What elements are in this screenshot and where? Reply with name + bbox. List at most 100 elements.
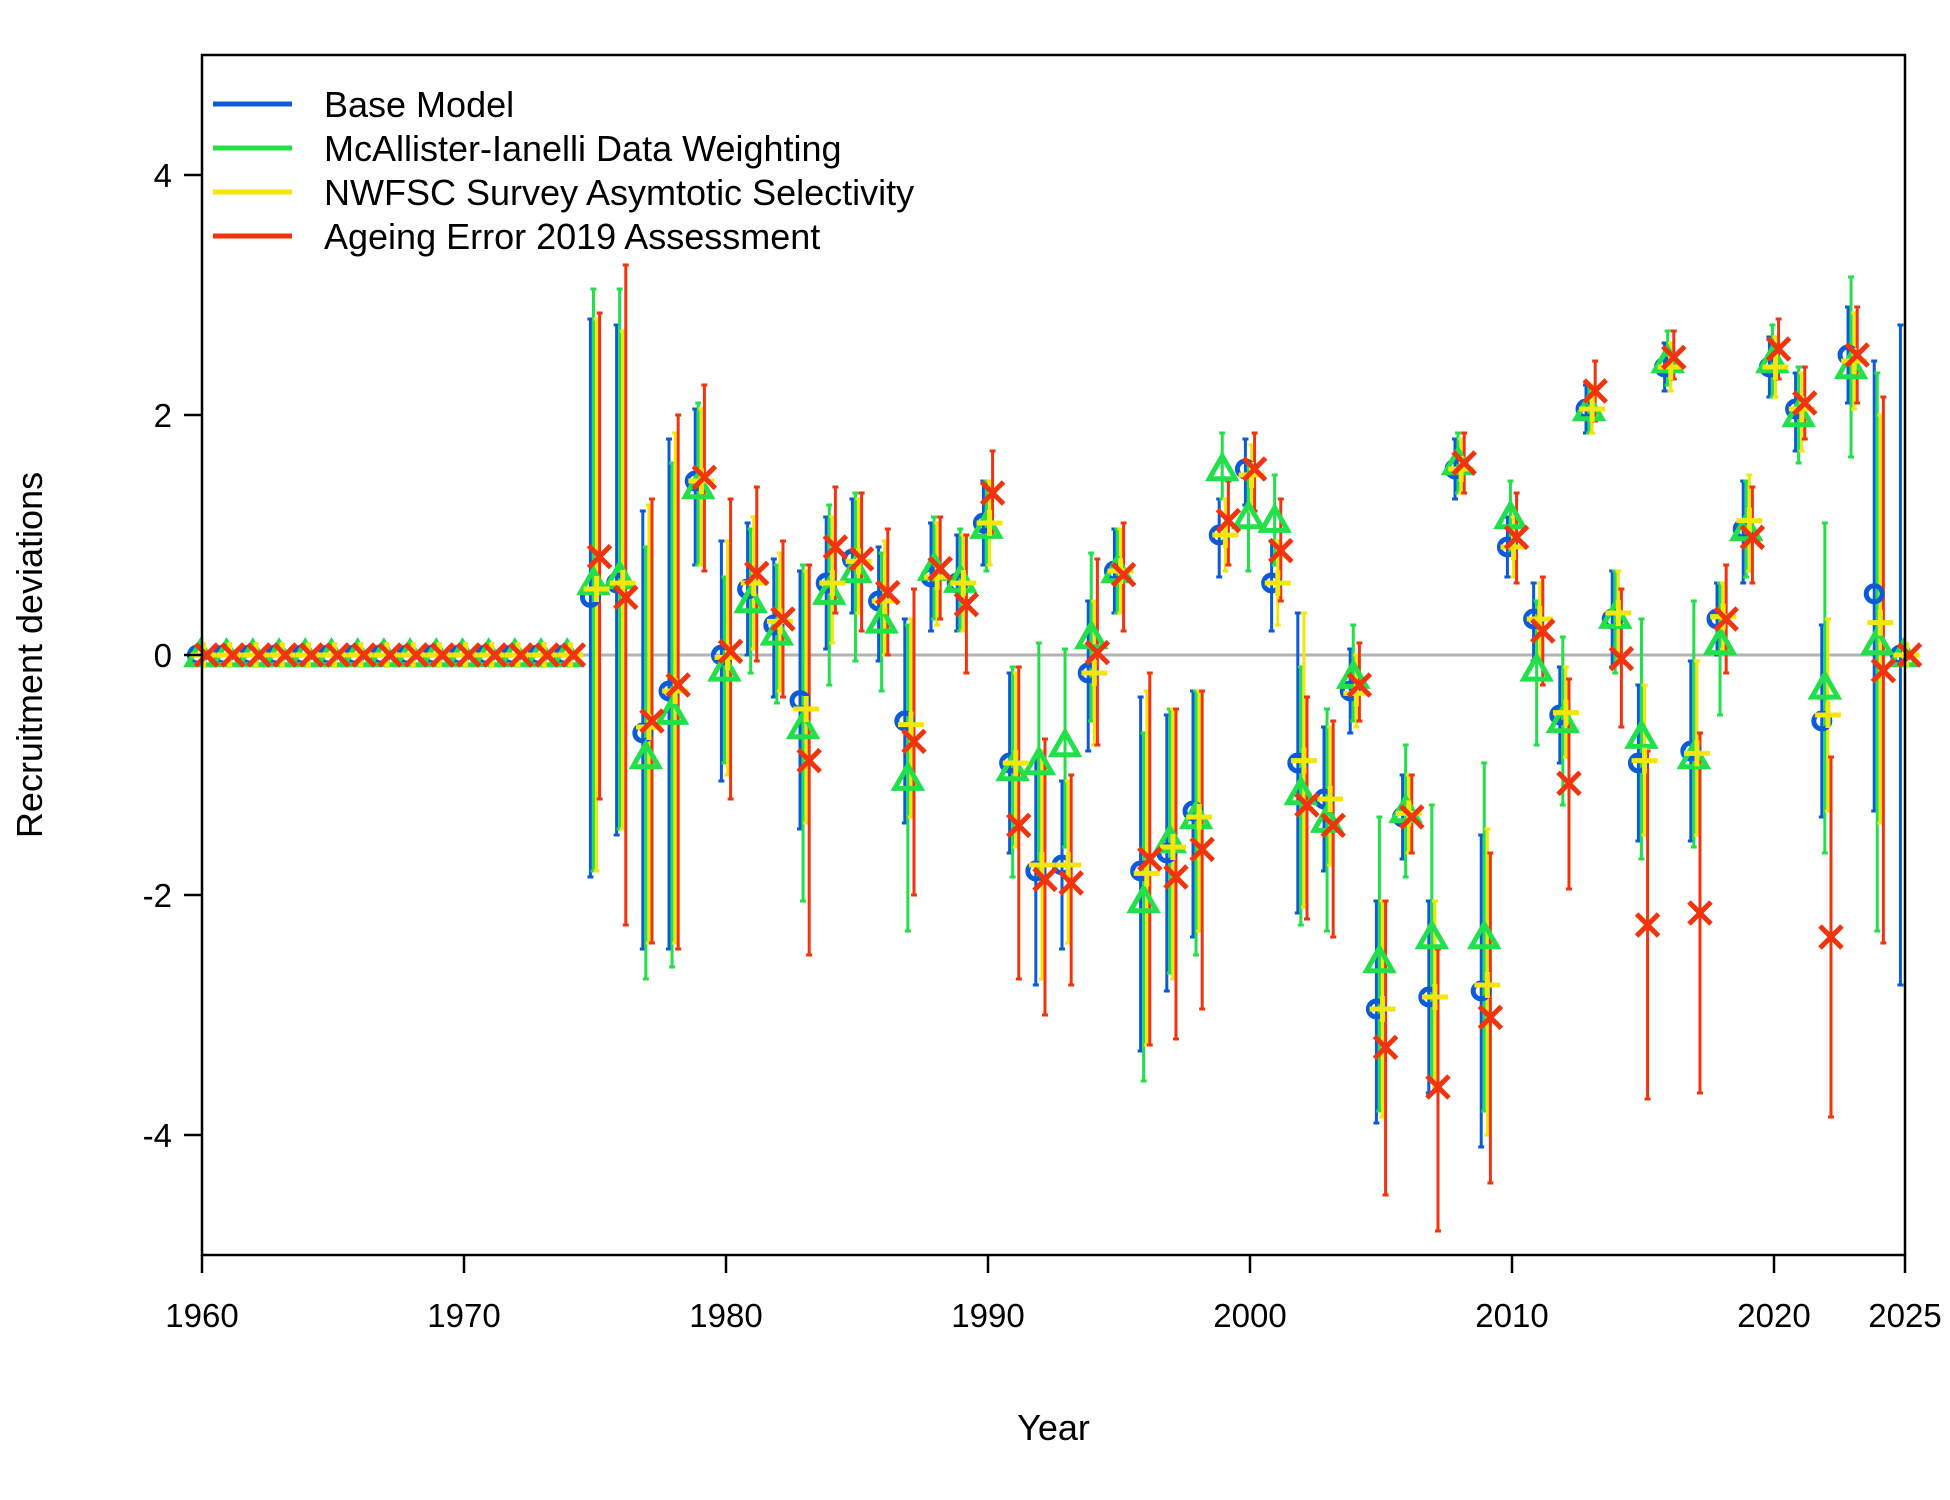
series-layer — [183, 263, 1923, 1233]
point-marker-plus — [950, 570, 977, 596]
point-marker-x — [298, 642, 325, 668]
point-marker-x — [1765, 336, 1792, 362]
point-marker-x — [377, 642, 403, 668]
point-marker-x — [1268, 537, 1294, 564]
point-marker-x — [1084, 639, 1111, 666]
point-marker-x — [665, 672, 691, 698]
point-marker-x — [1137, 846, 1163, 872]
point-marker-x — [246, 642, 272, 668]
point-marker-x — [1451, 450, 1477, 476]
point-marker-x — [1896, 642, 1923, 668]
point-marker-triangle — [707, 651, 742, 682]
point-marker-plus — [1867, 609, 1894, 636]
point-marker-triangle — [942, 562, 978, 593]
point-marker-x — [534, 642, 560, 668]
x-tick-label: 1970 — [427, 1297, 500, 1334]
legend-label: McAllister-Ianelli Data Weighting — [324, 128, 842, 169]
point-marker-plus — [1762, 354, 1789, 380]
point-marker-plus — [1317, 786, 1344, 812]
point-marker-x — [586, 543, 613, 570]
point-marker-triangle — [1204, 450, 1240, 482]
point-marker-x — [1582, 378, 1608, 404]
point-marker-x — [1634, 912, 1661, 938]
point-marker-triangle — [759, 615, 795, 646]
point-marker-triangle — [1021, 744, 1057, 776]
point-marker-x — [324, 642, 351, 668]
x-axis-title: Year — [1017, 1407, 1090, 1448]
point-marker-x — [901, 728, 927, 755]
point-marker-x — [351, 642, 377, 668]
point-marker-triangle — [1257, 502, 1292, 533]
point-marker-plus — [1631, 747, 1658, 774]
point-marker-x — [403, 642, 429, 668]
point-marker-x — [1556, 770, 1582, 797]
point-marker-x — [613, 584, 639, 611]
point-marker-x — [1215, 507, 1242, 534]
point-marker-x — [691, 464, 718, 491]
point-marker-triangle — [1335, 658, 1371, 689]
point-marker-triangle — [890, 760, 926, 791]
point-marker-x — [1346, 672, 1373, 698]
point-marker-plus — [1814, 702, 1841, 728]
point-marker-x — [927, 555, 953, 582]
point-marker-triangle — [1728, 510, 1764, 542]
point-marker-plus — [976, 510, 1003, 536]
series-points-4 — [193, 336, 1923, 1100]
point-marker-triangle — [1231, 498, 1266, 530]
point-marker-triangle — [864, 603, 899, 634]
point-marker-x — [1687, 900, 1713, 926]
point-marker-triangle — [1807, 669, 1843, 700]
point-marker-triangle — [1126, 882, 1161, 914]
point-marker-triangle — [995, 750, 1030, 782]
y-tick-label: 4 — [154, 157, 172, 194]
point-marker-triangle — [1624, 718, 1659, 749]
point-marker-x — [1189, 836, 1215, 863]
x-tick-label: 2000 — [1213, 1297, 1286, 1334]
point-marker-plus — [1264, 570, 1291, 596]
point-marker-plus — [1579, 396, 1606, 422]
x-tick-label: 1980 — [689, 1297, 762, 1334]
point-marker-x — [1792, 390, 1818, 416]
point-marker-plus — [1290, 747, 1317, 774]
point-marker-triangle — [1493, 498, 1528, 530]
point-marker-x — [560, 642, 587, 668]
y-axis-title: Recruitment deviations — [9, 472, 50, 838]
point-marker-x — [796, 747, 822, 774]
x-tick-label: 2010 — [1475, 1297, 1548, 1334]
point-marker-plus — [1421, 984, 1448, 1010]
point-marker-plus — [1055, 852, 1082, 878]
point-marker-x — [717, 638, 744, 665]
point-marker-triangle — [1152, 822, 1188, 854]
point-marker-x — [953, 591, 980, 618]
point-marker-x — [875, 579, 901, 606]
point-marker-plus — [583, 576, 610, 602]
point-marker-x — [1032, 866, 1058, 893]
y-axis: -4 -2 0 2 4 — [143, 157, 202, 1154]
point-marker-triangle — [1047, 726, 1083, 758]
point-marker-plus — [819, 570, 846, 596]
point-marker-x — [1241, 456, 1268, 482]
point-marker-x — [744, 560, 770, 587]
x-tick-label: 1990 — [951, 1297, 1024, 1334]
legend-label: NWFSC Survey Asymtotic Selectivity — [324, 172, 914, 213]
point-marker-triangle — [1466, 918, 1502, 950]
point-marker-x — [1818, 924, 1844, 950]
point-marker-triangle — [1755, 342, 1790, 374]
x-tick-label: 2025 — [1868, 1297, 1941, 1334]
point-marker-triangle — [1859, 624, 1895, 656]
point-marker-x — [1477, 1004, 1504, 1031]
point-marker-x — [848, 546, 875, 572]
point-marker-x — [979, 480, 1006, 506]
y-tick-label: 2 — [154, 397, 172, 434]
point-marker-plus — [1081, 660, 1108, 686]
point-marker-triangle — [1702, 624, 1738, 656]
point-marker-x — [1399, 804, 1425, 830]
point-marker-triangle — [1781, 396, 1816, 428]
point-marker-x — [1425, 1074, 1451, 1100]
point-marker-triangle — [1414, 918, 1450, 950]
point-marker-plus — [1159, 834, 1186, 860]
point-marker-plus — [897, 711, 924, 738]
point-marker-x — [1294, 792, 1320, 818]
